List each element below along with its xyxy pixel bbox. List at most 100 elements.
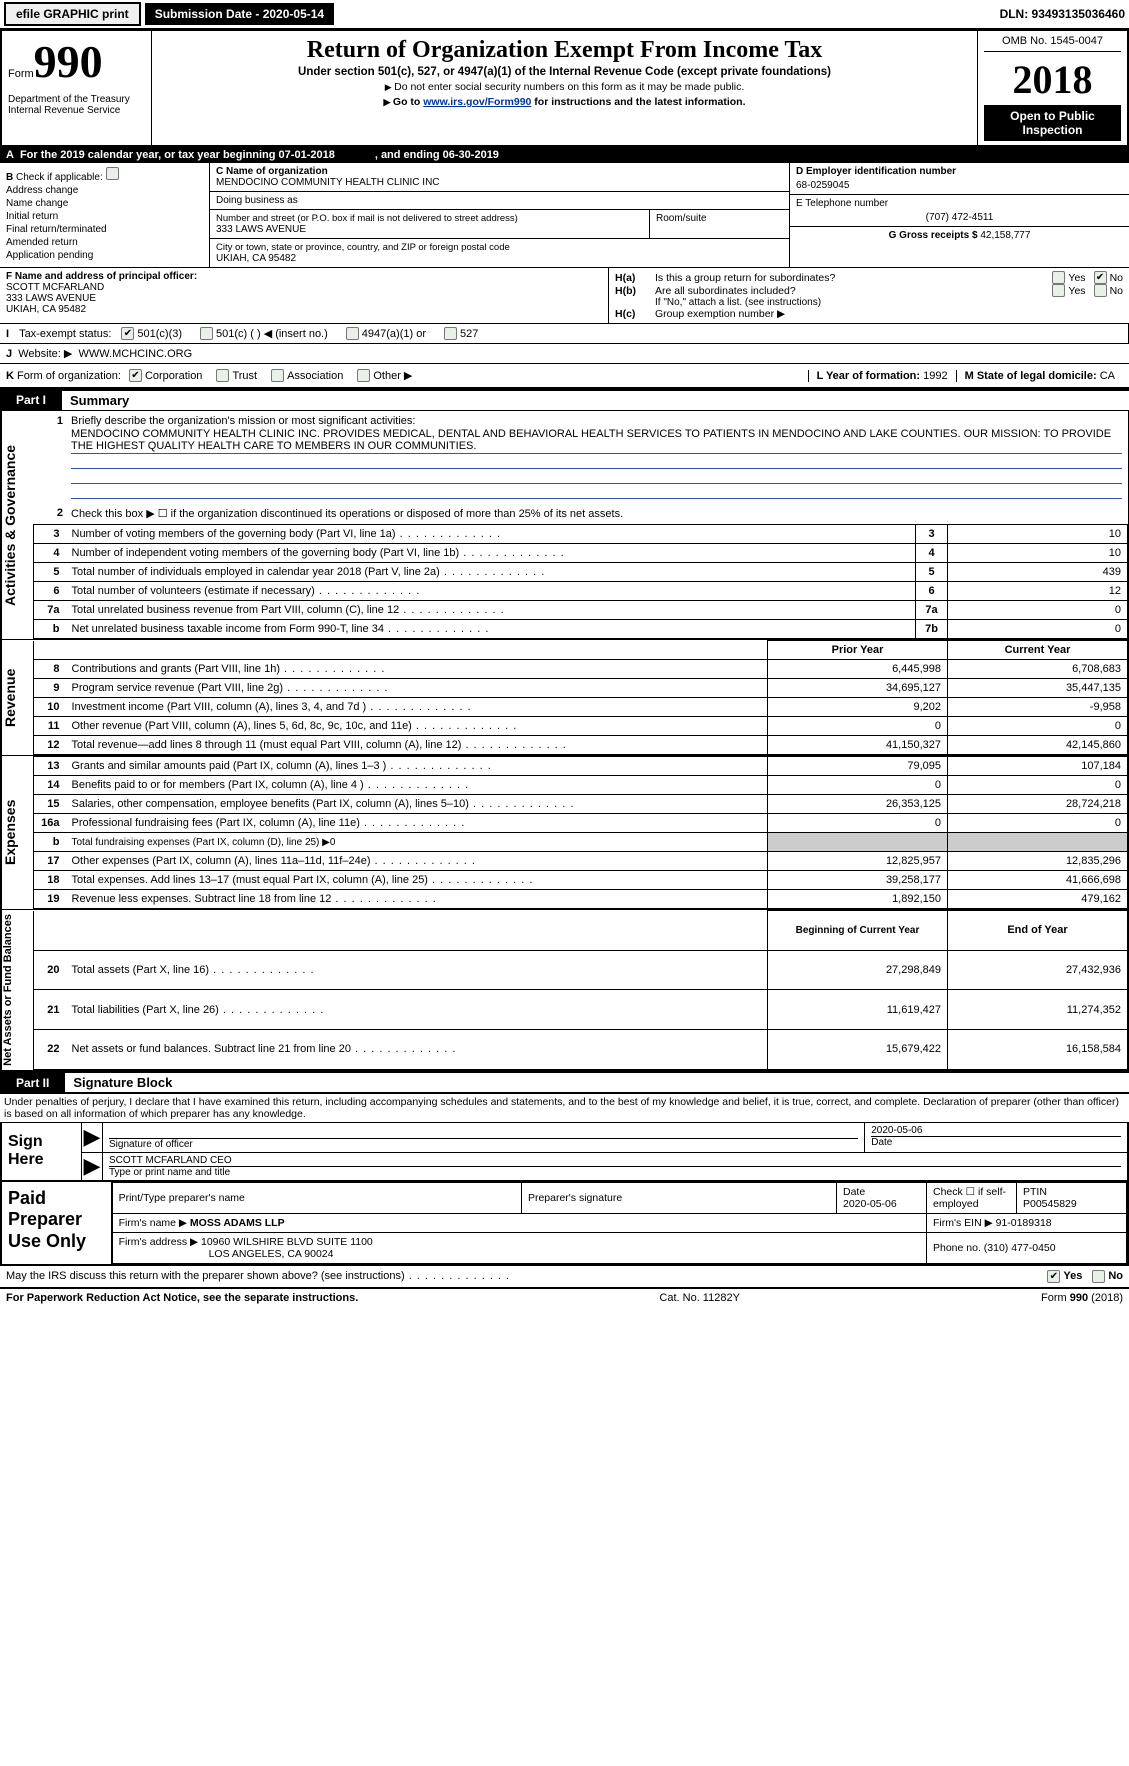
checkbox-i[interactable] xyxy=(346,327,359,340)
b-option: Name change xyxy=(6,198,203,209)
b-option: Initial return xyxy=(6,211,203,222)
gross-value: 42,158,777 xyxy=(980,230,1030,241)
checkbox-discuss-no[interactable] xyxy=(1092,1270,1105,1283)
line-k: K Form of organization: ✔ Corporation Tr… xyxy=(0,364,1129,389)
perjury-text: Under penalties of perjury, I declare th… xyxy=(0,1094,1129,1122)
b-option: Application pending xyxy=(6,250,203,261)
net-assets-section: Net Assets or Fund Balances Beginning of… xyxy=(0,910,1129,1072)
gross-label: G Gross receipts $ xyxy=(889,230,978,241)
sig-name: SCOTT MCFARLAND CEO xyxy=(109,1155,1121,1167)
topbar: efile GRAPHIC print Submission Date - 20… xyxy=(0,0,1129,29)
ein: 68-0259045 xyxy=(796,180,1123,191)
street-label: Number and street (or P.O. box if mail i… xyxy=(216,213,643,224)
firm-phone: Phone no. (310) 477-0450 xyxy=(927,1232,1127,1263)
checkbox-k[interactable] xyxy=(271,369,284,382)
phone-label: E Telephone number xyxy=(796,198,1123,209)
part-ii-header: Part II Signature Block xyxy=(0,1072,1129,1094)
footer-left: For Paperwork Reduction Act Notice, see … xyxy=(6,1292,358,1304)
hc-label: Group exemption number ▶ xyxy=(655,308,785,320)
b-option: Address change xyxy=(6,185,203,196)
firm-addr2: LOS ANGELES, CA 90024 xyxy=(209,1248,334,1260)
expenses-section: Expenses 13Grants and similar amounts pa… xyxy=(0,756,1129,910)
checkbox-ha-yes[interactable] xyxy=(1052,271,1065,284)
sig-officer-label: Signature of officer xyxy=(109,1139,858,1150)
tax-year: 2018 xyxy=(984,56,1121,103)
prep-name-hdr: Print/Type preparer's name xyxy=(112,1182,521,1213)
checkbox-hb-yes[interactable] xyxy=(1052,284,1065,297)
firm-name: MOSS ADAMS LLP xyxy=(190,1217,285,1229)
street: 333 LAWS AVENUE xyxy=(216,224,643,235)
line2: Check this box ▶ ☐ if the organization d… xyxy=(71,507,623,520)
form-title: Return of Organization Exempt From Incom… xyxy=(158,37,971,64)
city: UKIAH, CA 95482 xyxy=(216,253,783,264)
form-header: Form 990 Department of the Treasury Inte… xyxy=(0,29,1129,147)
preparer-block: Paid Preparer Use Only Print/Type prepar… xyxy=(0,1182,1129,1266)
checkbox-k[interactable]: ✔ xyxy=(129,369,142,382)
footer-mid: Cat. No. 11282Y xyxy=(659,1292,740,1304)
footer-right: Form 990 (2018) xyxy=(1041,1292,1123,1304)
discuss-row: May the IRS discuss this return with the… xyxy=(0,1266,1129,1288)
checkbox-i[interactable] xyxy=(444,327,457,340)
fh-block: F Name and address of principal officer:… xyxy=(0,268,1129,324)
line-j: J Website: ▶ WWW.MCHCINC.ORG xyxy=(0,344,1129,364)
firm-ein: Firm's EIN ▶ 91-0189318 xyxy=(927,1213,1127,1232)
checkbox-k[interactable] xyxy=(216,369,229,382)
sig-date-label: Date xyxy=(871,1137,1121,1148)
efile-button[interactable]: efile GRAPHIC print xyxy=(4,2,141,26)
org-name: MENDOCINO COMMUNITY HEALTH CLINIC INC xyxy=(216,177,783,188)
officer-name: SCOTT MCFARLAND xyxy=(6,282,602,293)
line-i: I Tax-exempt status: ✔ 501(c)(3) 501(c) … xyxy=(0,324,1129,344)
checkbox-ha-no[interactable]: ✔ xyxy=(1094,271,1107,284)
b-header: Check if applicable: xyxy=(16,172,103,183)
prep-self-emp: Check ☐ if self-employed xyxy=(927,1182,1017,1213)
mission-label: Briefly describe the organization's miss… xyxy=(71,415,415,427)
discuss-q: May the IRS discuss this return with the… xyxy=(6,1270,510,1282)
vlabel-assets: Net Assets or Fund Balances xyxy=(1,910,33,1070)
summary-top-grid: 3Number of voting members of the governi… xyxy=(33,524,1128,639)
prep-sig-hdr: Preparer's signature xyxy=(521,1182,836,1213)
preparer-label: Paid Preparer Use Only xyxy=(2,1182,112,1264)
website[interactable]: WWW.MCHCINC.ORG xyxy=(78,348,192,360)
year-formation-label: L Year of formation: xyxy=(817,370,921,382)
revenue-section: Revenue Prior YearCurrent Year8Contribut… xyxy=(0,640,1129,756)
b-option: Amended return xyxy=(6,237,203,248)
officer-street: 333 LAWS AVENUE xyxy=(6,293,602,304)
arrow-icon: ▶ xyxy=(82,1153,102,1180)
officer-city: UKIAH, CA 95482 xyxy=(6,304,602,315)
ein-label: D Employer identification number xyxy=(796,166,1123,177)
checkbox-k[interactable] xyxy=(357,369,370,382)
arrow-icon: ▶ xyxy=(82,1123,102,1152)
entity-block: B Check if applicable: Address changeNam… xyxy=(0,163,1129,268)
activities-governance: Activities & Governance 1Briefly describ… xyxy=(0,411,1129,640)
vlabel-activities: Activities & Governance xyxy=(1,411,33,639)
checkbox-i[interactable]: ✔ xyxy=(121,327,134,340)
ha-label: Is this a group return for subordinates? xyxy=(655,272,1052,284)
assets-grid: Beginning of Current YearEnd of Year20To… xyxy=(33,910,1128,1070)
checkbox-hb-no[interactable] xyxy=(1094,284,1107,297)
checkbox-discuss-yes[interactable]: ✔ xyxy=(1047,1270,1060,1283)
part-i-header: Part I Summary xyxy=(0,389,1129,411)
year-formation: 1992 xyxy=(923,370,947,382)
dln: DLN: 93493135036460 xyxy=(1000,7,1125,21)
note-link: Go to www.irs.gov/Form990 for instructio… xyxy=(158,96,971,108)
room-label: Room/suite xyxy=(656,213,707,224)
note-ssn: Do not enter social security numbers on … xyxy=(158,81,971,93)
checkbox[interactable] xyxy=(106,167,119,180)
vlabel-revenue: Revenue xyxy=(1,640,33,755)
sign-label: Sign Here xyxy=(2,1123,82,1180)
open-inspection: Open to Public Inspection xyxy=(984,105,1121,141)
irs-link[interactable]: www.irs.gov/Form990 xyxy=(423,96,531,108)
form-subtitle: Under section 501(c), 527, or 4947(a)(1)… xyxy=(158,66,971,78)
mission-text: MENDOCINO COMMUNITY HEALTH CLINIC INC. P… xyxy=(71,427,1122,454)
form-number: Form 990 xyxy=(8,35,145,88)
checkbox-i[interactable] xyxy=(200,327,213,340)
firm-addr1: 10960 WILSHIRE BLVD SUITE 1100 xyxy=(201,1236,373,1248)
hb-label: Are all subordinates included? xyxy=(655,285,1052,297)
omb-number: OMB No. 1545-0047 xyxy=(984,35,1121,52)
c-name-label: C Name of organization xyxy=(216,166,783,177)
ptin: P00545829 xyxy=(1023,1198,1077,1210)
hb-note: If "No," attach a list. (see instruction… xyxy=(655,297,1123,308)
sig-name-label: Type or print name and title xyxy=(109,1167,1121,1178)
phone: (707) 472-4511 xyxy=(796,212,1123,223)
prep-date: 2020-05-06 xyxy=(843,1198,897,1210)
